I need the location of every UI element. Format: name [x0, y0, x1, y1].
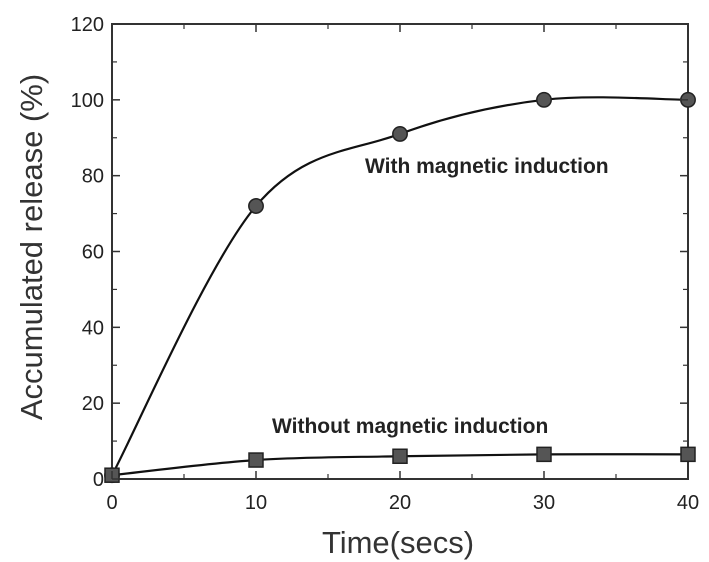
- data-point-with-magnetic-induction: [248, 198, 264, 214]
- data-point-without-magnetic-induction: [392, 448, 408, 464]
- series-label-with-magnetic-induction: With magnetic induction: [365, 155, 609, 178]
- data-point-without-magnetic-induction: [536, 446, 552, 463]
- y-tick-label: 80: [82, 166, 104, 188]
- data-point-with-magnetic-induction: [392, 126, 408, 142]
- x-axis-title: Time(secs): [322, 525, 474, 560]
- y-tick-label: 100: [71, 90, 104, 112]
- data-point-without-magnetic-induction: [248, 452, 264, 468]
- y-tick-label: 20: [82, 393, 104, 415]
- x-tick-label: 0: [106, 492, 117, 514]
- x-tick-label: 20: [389, 492, 411, 514]
- data-point-without-magnetic-induction: [680, 446, 696, 463]
- data-point-with-magnetic-induction: [536, 91, 552, 108]
- x-tick-label: 30: [533, 492, 555, 514]
- x-tick-label: 40: [677, 492, 699, 514]
- y-axis-title: Accumulated release (%): [14, 74, 49, 420]
- y-tick-label: 60: [82, 242, 104, 264]
- series-label-without-magnetic-induction: Without magnetic induction: [272, 415, 548, 438]
- y-tick-label: 0: [93, 469, 104, 491]
- y-tick-label: 40: [82, 317, 104, 339]
- y-tick-label: 120: [71, 14, 104, 36]
- series-line-with-magnetic-induction: [110, 96, 690, 477]
- plot-frame: [111, 23, 689, 480]
- x-tick-label: 10: [245, 492, 267, 514]
